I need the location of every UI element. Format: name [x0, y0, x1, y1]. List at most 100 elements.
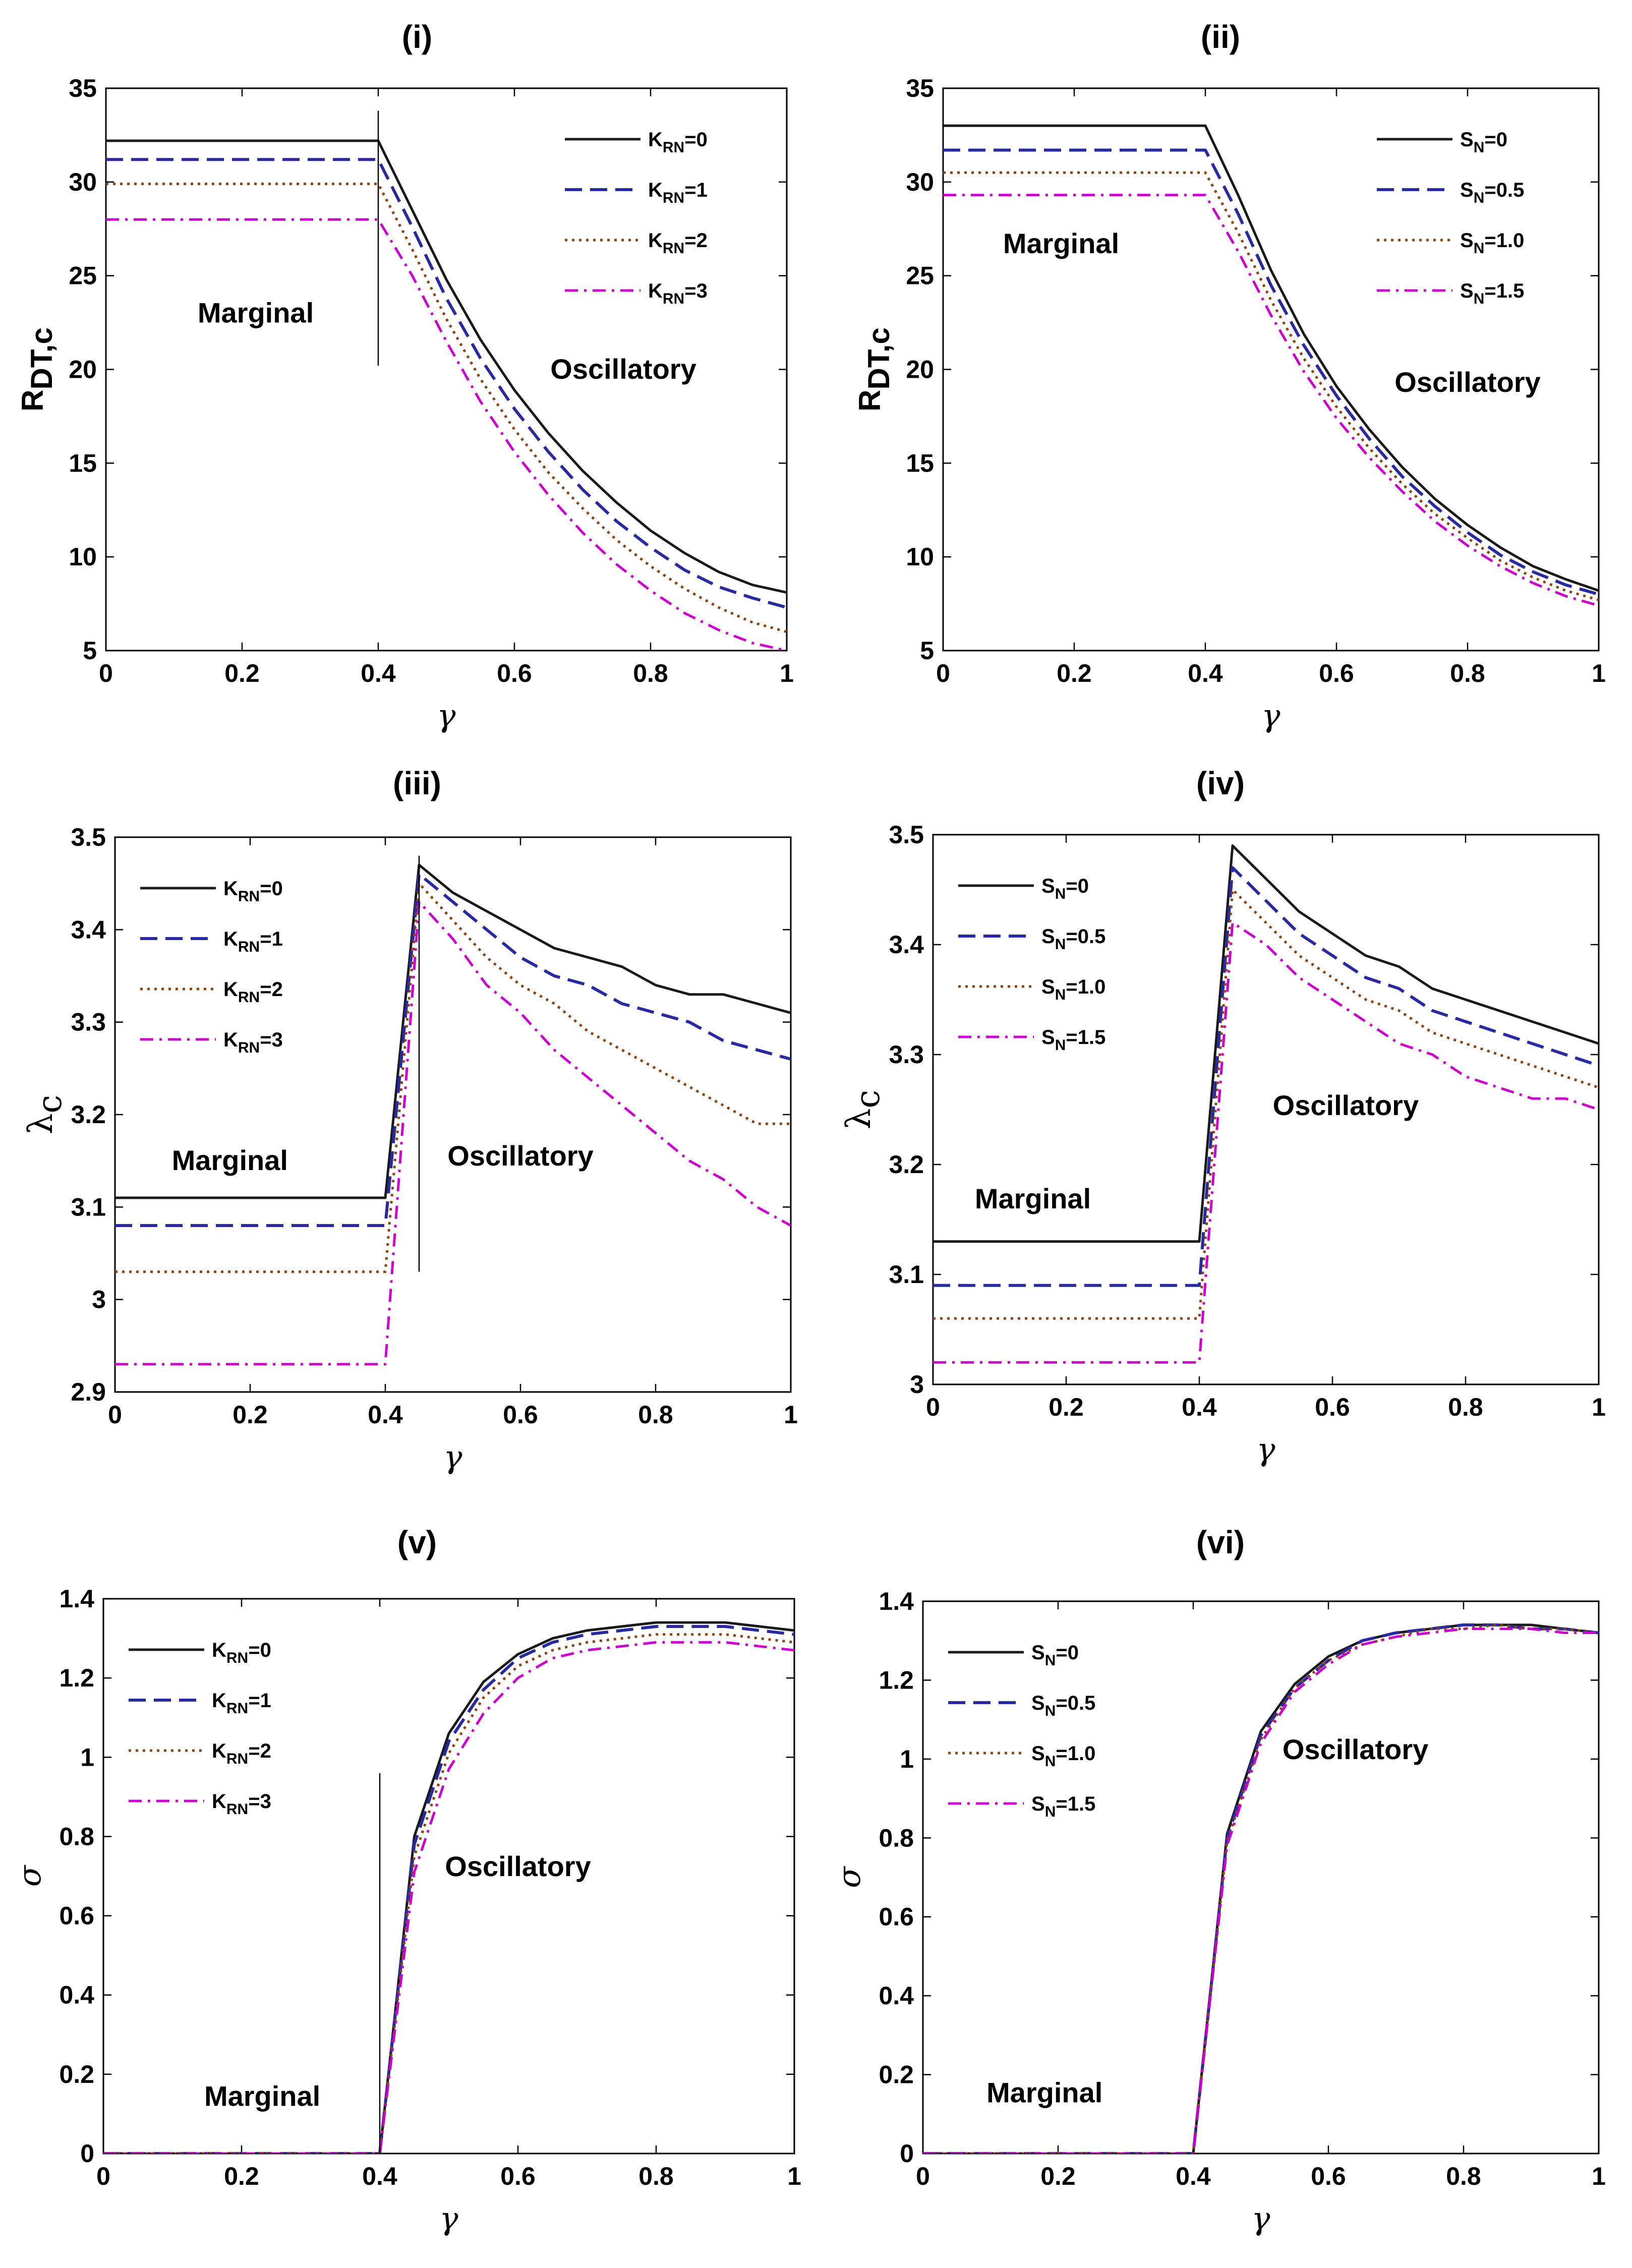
- y-tick-label: 1.4: [59, 1585, 94, 1613]
- y-tick-label: 20: [69, 356, 97, 384]
- x-tick-label: 0.6: [503, 1401, 538, 1429]
- panel-2: (ii)0 0.2 0.4 0.6 0.8 15101520253035γRDT,cMar…: [853, 19, 1606, 734]
- x-axis-label: γ: [443, 1438, 462, 1475]
- x-tick-label: 1: [1592, 659, 1606, 687]
- x-tick-label: 0.4: [1176, 2162, 1211, 2190]
- axes-frame: [922, 1600, 1600, 2155]
- y-tick-label: 10: [69, 543, 97, 571]
- y-tick-label: 10: [906, 543, 934, 571]
- x-axis-label: γ: [1251, 2200, 1270, 2237]
- legend-entry: SN=1.0: [1460, 229, 1524, 257]
- x-tick-label: 1: [780, 659, 794, 687]
- y-tick-label: 1.2: [59, 1664, 94, 1692]
- y-axis-label: λc: [21, 1095, 69, 1135]
- x-tick-label: 0.6: [497, 659, 532, 687]
- legend-entry: KRN=0: [212, 1639, 271, 1666]
- panel-3: (iii) 0 0.2 0.4 0.6 0.8 1 2.9 3 3.1 3.2 3.3 3.4 3.5 γ λ…: [21, 765, 798, 1475]
- x-tick-label: 1: [784, 1401, 798, 1429]
- x-tick-label: 0: [926, 1393, 940, 1421]
- y-tick-label: 1: [80, 1743, 94, 1771]
- series-line-4: [943, 194, 1599, 607]
- panel-1: (i)0 0.2 0.4 0.6 0.8 15101520253035γRDT,cMarg…: [16, 19, 794, 734]
- y-tick-label: 0: [900, 2139, 914, 2168]
- series-line-2: [106, 158, 787, 609]
- y-tick-label: 3.5: [71, 823, 106, 851]
- region-annotation-marginal: Marginal: [986, 2076, 1102, 2108]
- x-tick-label: 0.2: [224, 659, 260, 687]
- legend-entry: KRN=1: [212, 1690, 271, 1717]
- y-tick-label: 0.4: [879, 1982, 914, 2010]
- region-annotation-marginal: Marginal: [204, 2080, 320, 2112]
- y-tick-label: 30: [906, 168, 934, 196]
- region-annotation-oscillatory: Oscillatory: [550, 353, 696, 385]
- x-tick-label: 1: [1592, 1393, 1606, 1421]
- y-axis-label: σ: [11, 1865, 48, 1887]
- x-tick-label: 0: [99, 659, 113, 687]
- x-tick-label: 0.2: [1057, 659, 1092, 687]
- legend-entry: KRN=0: [648, 129, 708, 156]
- x-tick-label: 0.2: [1040, 2162, 1076, 2190]
- x-tick-label: 0.6: [1319, 659, 1354, 687]
- series-line-2: [103, 1625, 794, 2154]
- series-group: [106, 139, 787, 651]
- x-tick-label: 0.6: [1315, 1393, 1350, 1421]
- y-tick-label: 3.2: [71, 1100, 106, 1129]
- legend-entry: KRN=3: [212, 1790, 271, 1818]
- y-tick-label: 25: [69, 262, 97, 290]
- x-tick-label: 1: [1592, 2162, 1606, 2190]
- panel-title: (i): [402, 19, 432, 55]
- x-tick-label: 0.8: [638, 1401, 673, 1429]
- series-line-2: [115, 873, 791, 1227]
- x-tick-label: 0.2: [1048, 1393, 1084, 1421]
- panel-title: (ii): [1201, 19, 1240, 55]
- y-tick-label: 3.4: [889, 931, 924, 959]
- x-tick-label: 0.4: [361, 659, 396, 687]
- legend-entry: SN=1.0: [1041, 976, 1105, 1003]
- y-tick-label: 0.6: [59, 1902, 94, 1930]
- y-axis-label: RDT,c: [853, 327, 896, 412]
- series-line-3: [106, 183, 787, 633]
- legend: KRN=0 KRN=1 KRN=2 KRN=3: [140, 878, 283, 1056]
- series-line-3: [943, 171, 1599, 602]
- region-annotation-marginal: Marginal: [198, 297, 314, 329]
- series-line-3: [923, 1623, 1599, 2154]
- x-tick-label: 0: [936, 659, 950, 687]
- y-tick-label: 3.4: [71, 915, 106, 944]
- axes-frame: [932, 834, 1600, 1385]
- legend-entry: SN=1.5: [1041, 1026, 1105, 1054]
- legend: KRN=0 KRN=1 KRN=2 KRN=3: [129, 1639, 271, 1818]
- y-tick-label: 3.5: [889, 821, 924, 849]
- legend: SN=0 SN=0.5 SN=1.0 SN=1.5: [948, 1642, 1095, 1820]
- region-annotation-oscillatory: Oscillatory: [445, 1850, 591, 1882]
- panel-6: (vi) 0 0.2 0.4 0.6 0.8 1 0 0.2 0.4 0.6 0.8 1 1.2 1.4 γ σ…: [831, 1524, 1606, 2237]
- legend-entry: SN=0.5: [1460, 179, 1524, 206]
- y-tick-label: 3.1: [71, 1193, 106, 1221]
- x-tick-label: 0.4: [1188, 659, 1223, 687]
- legend-entry: SN=0: [1031, 1642, 1079, 1669]
- x-tick-label: 0.8: [633, 659, 668, 687]
- series-line-4: [115, 900, 791, 1366]
- region-annotation-marginal: Marginal: [975, 1183, 1091, 1214]
- y-tick-label: 15: [906, 449, 934, 477]
- y-axis-label: λc: [839, 1090, 887, 1130]
- y-tick-label: 0.2: [879, 2061, 914, 2089]
- y-tick-label: 3.1: [889, 1260, 924, 1289]
- series-line-4: [933, 921, 1599, 1364]
- legend-entry: SN=0: [1041, 875, 1089, 902]
- x-axis-label: γ: [1256, 1431, 1275, 1468]
- x-tick-label: 0.8: [1448, 1393, 1483, 1421]
- legend-entry: SN=0.5: [1031, 1692, 1095, 1719]
- legend-entry: KRN=2: [648, 229, 708, 257]
- y-tick-label: 35: [906, 74, 934, 102]
- series-line-1: [943, 124, 1599, 592]
- region-annotation-oscillatory: Oscillatory: [1394, 366, 1540, 398]
- x-tick-label: 0.4: [1182, 1393, 1217, 1421]
- legend-entry: KRN=2: [212, 1740, 271, 1767]
- legend-entry: SN=1.5: [1031, 1793, 1095, 1820]
- region-annotation-marginal: Marginal: [1003, 227, 1119, 259]
- series-group: [943, 124, 1599, 607]
- series-line-3: [103, 1633, 794, 2154]
- y-tick-label: 3: [910, 1370, 924, 1399]
- x-tick-label: 0.4: [368, 1401, 403, 1429]
- x-tick-label: 0.2: [232, 1401, 268, 1429]
